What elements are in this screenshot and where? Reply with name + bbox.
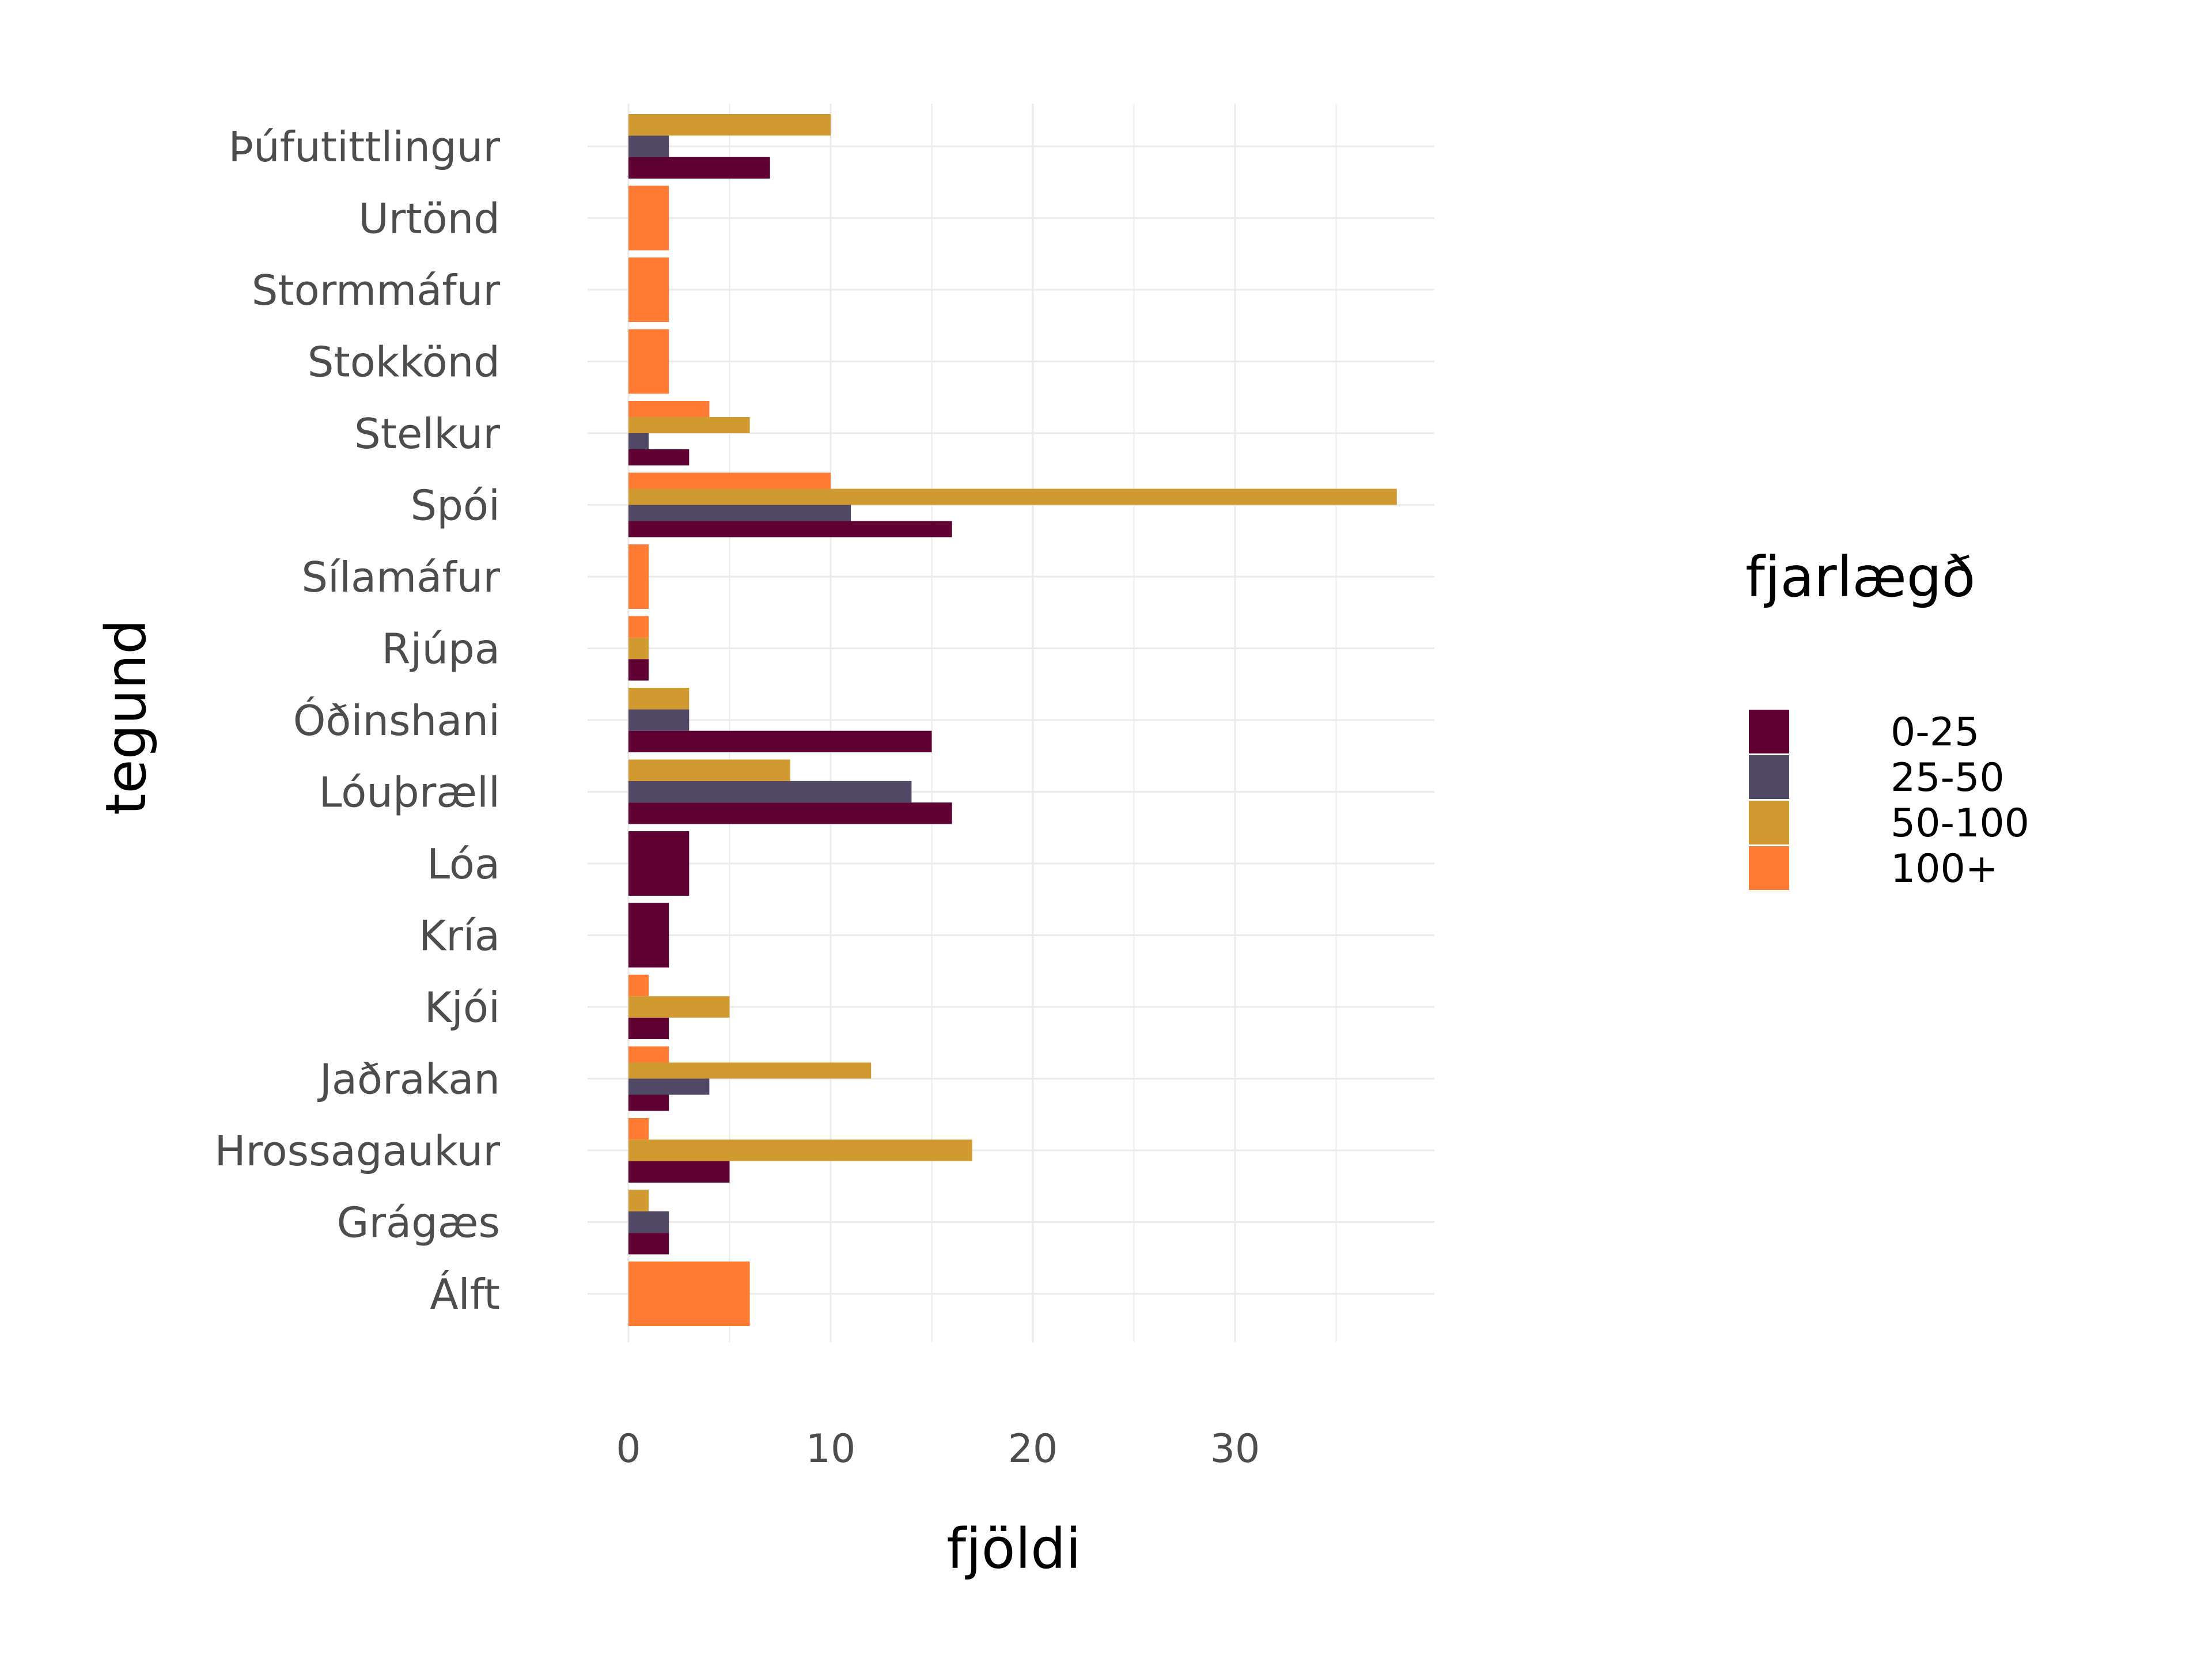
bar: [628, 996, 730, 1018]
bar: [628, 1094, 669, 1111]
category-labels: Þúfutittlingur Urtönd Stormmáfur Stokkönd St…: [214, 123, 500, 1319]
bar: [628, 1190, 649, 1211]
bar: [628, 157, 770, 179]
bar: [628, 185, 669, 251]
bar: [628, 903, 669, 968]
bar: [628, 449, 690, 465]
bar: [628, 1062, 872, 1079]
x-tick-label: 10: [806, 1426, 856, 1472]
legend-label: 50-100: [1891, 801, 2029, 846]
category-label: Kjói: [425, 983, 500, 1032]
bar: [628, 831, 690, 896]
bar: [628, 759, 790, 781]
bar: [628, 802, 952, 824]
category-label: Þúfutittlingur: [229, 123, 501, 171]
bar: [628, 1233, 669, 1255]
legend-title: fjarlægð: [1745, 545, 1975, 609]
y-axis-title: tegund: [94, 619, 158, 815]
category-label: Lóuþræll: [319, 768, 500, 817]
bar: [628, 505, 851, 521]
x-axis-title: fjöldi: [946, 1517, 1081, 1581]
bar: [628, 1211, 669, 1233]
legend-key: [1749, 801, 1789, 844]
bar: [628, 488, 1397, 505]
bar: [628, 544, 649, 609]
x-tick-labels: 0 10 20 30: [616, 1426, 1260, 1472]
bar: [628, 1078, 710, 1095]
legend-key: [1749, 710, 1789, 753]
bar: [628, 1139, 972, 1161]
bar: [628, 401, 710, 417]
category-label: Stelkur: [354, 410, 500, 458]
x-tick-label: 0: [616, 1426, 641, 1472]
category-label: Urtönd: [358, 195, 500, 243]
category-label: Stormmáfur: [252, 266, 501, 315]
bar: [628, 975, 649, 997]
category-label: Álft: [430, 1270, 500, 1319]
category-label: Jaðrakan: [317, 1055, 500, 1104]
category-label: Kría: [419, 912, 500, 960]
legend-label: 0-25: [1891, 710, 1979, 755]
x-tick-label: 20: [1008, 1426, 1058, 1472]
bar: [628, 781, 912, 803]
bar: [628, 616, 649, 638]
legend-label: 100+: [1891, 846, 1998, 892]
category-label: Lóa: [427, 840, 500, 888]
bar: [628, 329, 669, 394]
legend-label: 25-50: [1891, 755, 2005, 801]
bar: [628, 417, 750, 433]
category-label: Spói: [411, 482, 500, 530]
bar: [628, 659, 649, 681]
bar: [628, 688, 690, 710]
bar: [628, 709, 690, 731]
category-label: Stokkönd: [308, 338, 500, 387]
legend-key: [1749, 846, 1789, 890]
x-tick-label: 30: [1210, 1426, 1260, 1472]
bar: [628, 1046, 669, 1063]
legend-key: [1749, 755, 1789, 799]
bar: [628, 433, 649, 449]
bars: [628, 114, 1397, 1326]
bar: [628, 1262, 750, 1326]
bar: [628, 730, 932, 752]
category-label: Rjúpa: [382, 625, 501, 673]
bar: [628, 114, 831, 136]
bar: [628, 637, 649, 660]
bar: [628, 1017, 669, 1039]
bar: [628, 257, 669, 322]
category-label: Grágæs: [337, 1199, 500, 1247]
category-label: Sílamáfur: [301, 553, 500, 601]
bar: [628, 1118, 649, 1140]
bar: [628, 1161, 730, 1183]
category-label: Hrossagaukur: [214, 1127, 500, 1175]
category-label: Óðinshani: [293, 696, 500, 745]
bar: [628, 472, 831, 489]
bar: [628, 521, 952, 537]
bar: [628, 135, 669, 157]
